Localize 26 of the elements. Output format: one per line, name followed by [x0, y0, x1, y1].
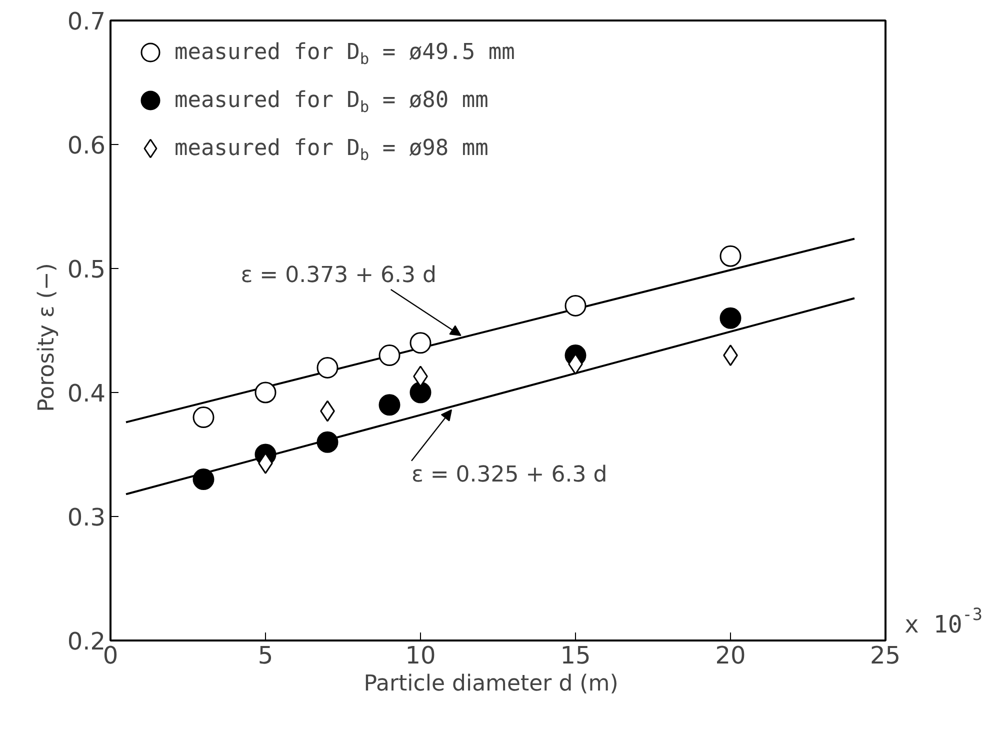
- point: [316, 431, 338, 453]
- point: [192, 468, 214, 490]
- point: [378, 394, 400, 416]
- x-tick-label: 10: [405, 642, 436, 670]
- x-tick-label: 25: [870, 642, 901, 670]
- y-axis-title: Porosity ε (−): [34, 263, 60, 412]
- y-tick-label: 0.7: [67, 8, 106, 36]
- point: [316, 356, 338, 378]
- point: [410, 382, 432, 404]
- x-tick-label: 15: [560, 642, 591, 670]
- point: [192, 406, 214, 428]
- x-tick-label: 20: [715, 642, 746, 670]
- point: [720, 307, 742, 329]
- x-tick-label: 5: [258, 642, 274, 670]
- y-tick-label: 0.5: [67, 256, 106, 284]
- point: [410, 332, 432, 354]
- point: [564, 294, 586, 316]
- y-tick-label: 0.6: [67, 132, 106, 160]
- y-tick-label: 0.3: [67, 504, 106, 532]
- x-axis-title: Particle diameter d (m): [364, 672, 618, 696]
- annotation: ε = 0.373 + 6.3 d: [240, 262, 436, 288]
- point: [378, 344, 400, 366]
- annotation: ε = 0.325 + 6.3 d: [412, 462, 608, 488]
- point: [254, 382, 276, 404]
- y-tick-label: 0.4: [67, 380, 106, 408]
- point: [720, 245, 742, 267]
